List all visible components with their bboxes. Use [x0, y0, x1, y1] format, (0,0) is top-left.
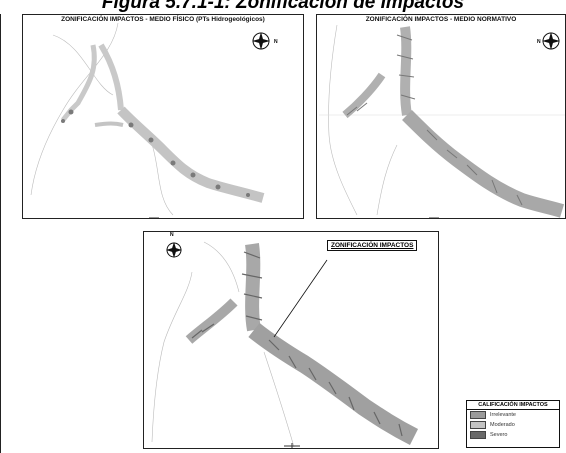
- legend-swatch: [470, 411, 486, 419]
- legend-swatch: [470, 421, 486, 429]
- legend-label: Irrelevante: [490, 412, 516, 418]
- legend-item-irrelevante: Irrelevante: [467, 410, 559, 420]
- page-border: [0, 14, 4, 453]
- figure-title: Figura 5.7.1-1: Zonificación de Impactos: [101, 0, 465, 13]
- callout-zonificacion-impactos: ZONIFICACIÓN IMPACTOS: [327, 240, 418, 251]
- north-label: N: [274, 39, 278, 45]
- panel-title-medio-fisico: ZONIFICACIÓN IMPACTOS - MEDIO FÍSICO (PT…: [61, 16, 265, 23]
- legend-label: Severo: [490, 432, 508, 438]
- legend-swatch: [470, 431, 486, 439]
- north-label: N: [537, 39, 541, 45]
- panel-title-medio-normativo: ZONIFICACIÓN IMPACTOS - MEDIO NORMATIVO: [365, 16, 517, 23]
- legend-title: CALIFICACIÓN IMPACTOS: [467, 401, 559, 410]
- north-arrow-icon: [166, 242, 182, 258]
- legend-label: Moderado: [490, 422, 515, 428]
- north-label: N: [170, 232, 174, 238]
- legend-calificacion-impactos: CALIFICACIÓN IMPACTOS Irrelevante Modera…: [466, 400, 560, 448]
- figure-title-strip: Figura 5.7.1-1: Zonificación de Impactos: [0, 0, 566, 14]
- map-panel-medio-normativo: ZONIFICACIÓN IMPACTOS - MEDIO NORMATIVO …: [316, 14, 566, 219]
- map-panel-medio-fisico: ZONIFICACIÓN IMPACTOS - MEDIO FÍSICO (PT…: [22, 14, 304, 219]
- legend-item-severo: Severo: [467, 430, 559, 440]
- map-zonificacion-general: N: [151, 232, 419, 448]
- map-panel-zonificacion-general: N ZONIFICACIÓN IMPACTOS: [143, 231, 439, 449]
- map-medio-fisico: N: [30, 22, 278, 218]
- legend-item-moderado: Moderado: [467, 420, 559, 430]
- north-arrow-icon: [542, 32, 560, 50]
- map-medio-normativo: N: [319, 24, 565, 218]
- north-arrow-icon: [252, 32, 270, 50]
